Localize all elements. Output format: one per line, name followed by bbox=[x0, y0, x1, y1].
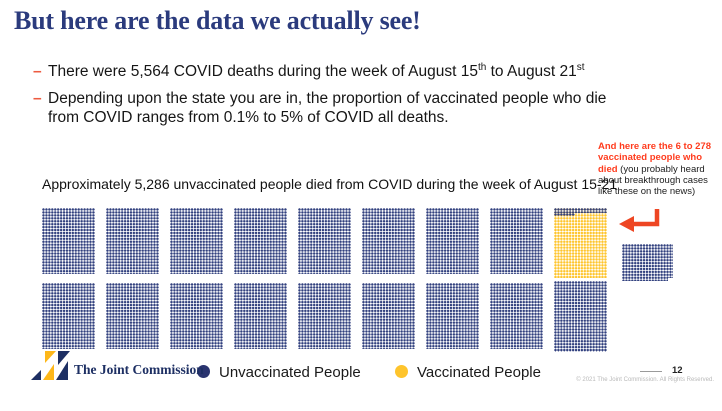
waffle-grid-notch bbox=[668, 278, 673, 281]
waffle-grid bbox=[234, 208, 287, 274]
page-number: 12 bbox=[672, 365, 683, 376]
waffle-grid bbox=[426, 283, 479, 349]
waffle-grid bbox=[362, 283, 415, 349]
bullet-text-part: to August 21 bbox=[486, 63, 577, 80]
slide-title: But here are the data we actually see! bbox=[14, 6, 421, 35]
waffle-grid bbox=[298, 283, 351, 349]
chart-legend: Unvaccinated People Vaccinated People bbox=[0, 363, 722, 383]
superscript-th: th bbox=[477, 61, 487, 73]
waffle-grid bbox=[170, 208, 223, 274]
waffle-grid bbox=[106, 208, 159, 274]
page-number-divider bbox=[640, 371, 662, 372]
bullet-text-part: There were 5,564 COVID deaths during the… bbox=[48, 63, 478, 80]
arrow-left-icon bbox=[619, 209, 660, 232]
chart-caption: Approximately 5,286 unvaccinated people … bbox=[42, 176, 618, 192]
bullet-text: Depending upon the state you are in, the… bbox=[48, 90, 607, 126]
superscript-st: st bbox=[576, 61, 585, 73]
waffle-grid bbox=[362, 208, 415, 274]
waffle-blue-strip bbox=[554, 208, 607, 213]
waffle-grid bbox=[234, 283, 287, 349]
waffle-grid bbox=[554, 208, 607, 278]
waffle-grid bbox=[170, 283, 223, 349]
waffle-grid bbox=[490, 283, 543, 349]
brand-name: The Joint Commission bbox=[74, 362, 204, 377]
unvaccinated-legend-label: Unvaccinated People bbox=[219, 364, 361, 381]
waffle-grid-partial bbox=[622, 244, 673, 281]
annotation-red-text: And here are the 6 to 278 vaccinated peo… bbox=[598, 141, 711, 175]
bullet-dash: – bbox=[33, 90, 42, 107]
waffle-grid bbox=[106, 283, 159, 349]
joint-commission-logo-icon bbox=[31, 351, 70, 380]
waffle-grid bbox=[554, 281, 607, 352]
annotation-black-text: (you probably heard about breakthrough c… bbox=[598, 163, 708, 198]
waffle-grid bbox=[490, 208, 543, 274]
vaccinated-legend-label: Vaccinated People bbox=[417, 364, 541, 381]
waffle-grid bbox=[42, 208, 95, 274]
waffle-blue-strip bbox=[554, 213, 576, 216]
waffle-grid bbox=[298, 208, 351, 274]
vaccinated-dot-icon bbox=[395, 365, 408, 378]
bullet-item-proportion: – Depending upon the state you are in, t… bbox=[33, 90, 633, 127]
bullet-text: There were 5,564 COVID deaths during the… bbox=[48, 61, 585, 82]
bullet-dash: – bbox=[33, 63, 42, 80]
bullet-item-deaths: – There were 5,564 COVID deaths during t… bbox=[33, 61, 673, 82]
unvaccinated-dot-icon bbox=[197, 365, 210, 378]
joint-commission-logo: The Joint Commission bbox=[30, 350, 204, 381]
breakthrough-annotation: And here are the 6 to 278 vaccinated peo… bbox=[598, 141, 722, 197]
copyright-text: © 2021 The Joint Commission. All Rights … bbox=[576, 377, 714, 383]
waffle-grid bbox=[426, 208, 479, 274]
waffle-grid bbox=[42, 283, 95, 349]
